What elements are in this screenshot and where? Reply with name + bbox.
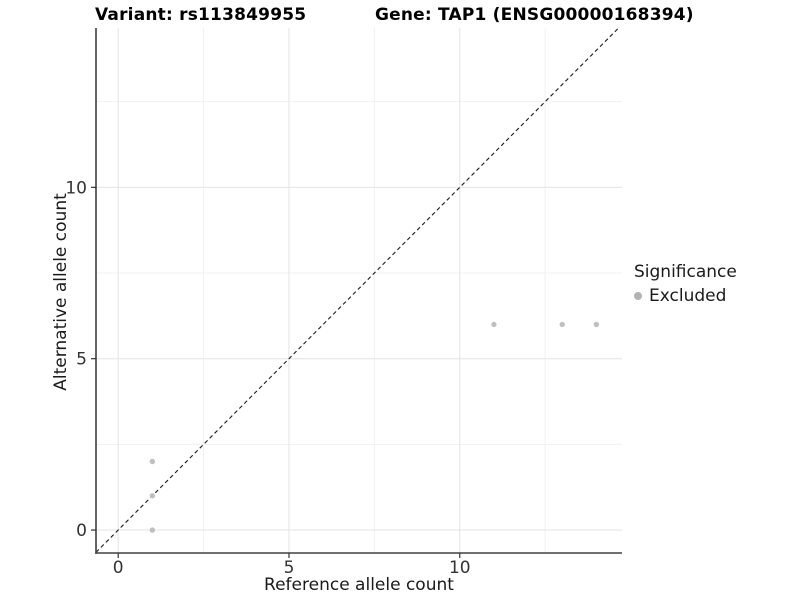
gray-dot-icon bbox=[634, 292, 642, 300]
identity-line bbox=[95, 27, 619, 553]
legend-item-label: Excluded bbox=[649, 286, 727, 306]
y-axis-tick-label: 10 bbox=[65, 178, 87, 198]
data-point bbox=[149, 493, 156, 499]
data-point bbox=[559, 321, 565, 328]
x-axis-tick-label: 0 bbox=[113, 558, 124, 578]
y-axis-tick-label: 0 bbox=[76, 521, 87, 541]
plot-title-gene: Gene: TAP1 (ENSG00000168394) bbox=[375, 5, 694, 25]
data-point bbox=[149, 527, 156, 533]
legend: Significance Excluded bbox=[634, 262, 737, 306]
x-axis-tick-label: 5 bbox=[284, 558, 295, 578]
data-point bbox=[491, 321, 497, 328]
data-point bbox=[593, 321, 600, 328]
data-point bbox=[149, 458, 156, 465]
legend-title: Significance bbox=[634, 262, 737, 282]
legend-item-excluded: Excluded bbox=[634, 286, 737, 306]
x-axis-tick-label: 10 bbox=[449, 558, 471, 578]
y-axis-tick-label: 5 bbox=[76, 350, 87, 370]
plot-title-variant: Variant: rs113849955 bbox=[95, 5, 307, 25]
x-axis-title: Reference allele count bbox=[264, 575, 454, 595]
